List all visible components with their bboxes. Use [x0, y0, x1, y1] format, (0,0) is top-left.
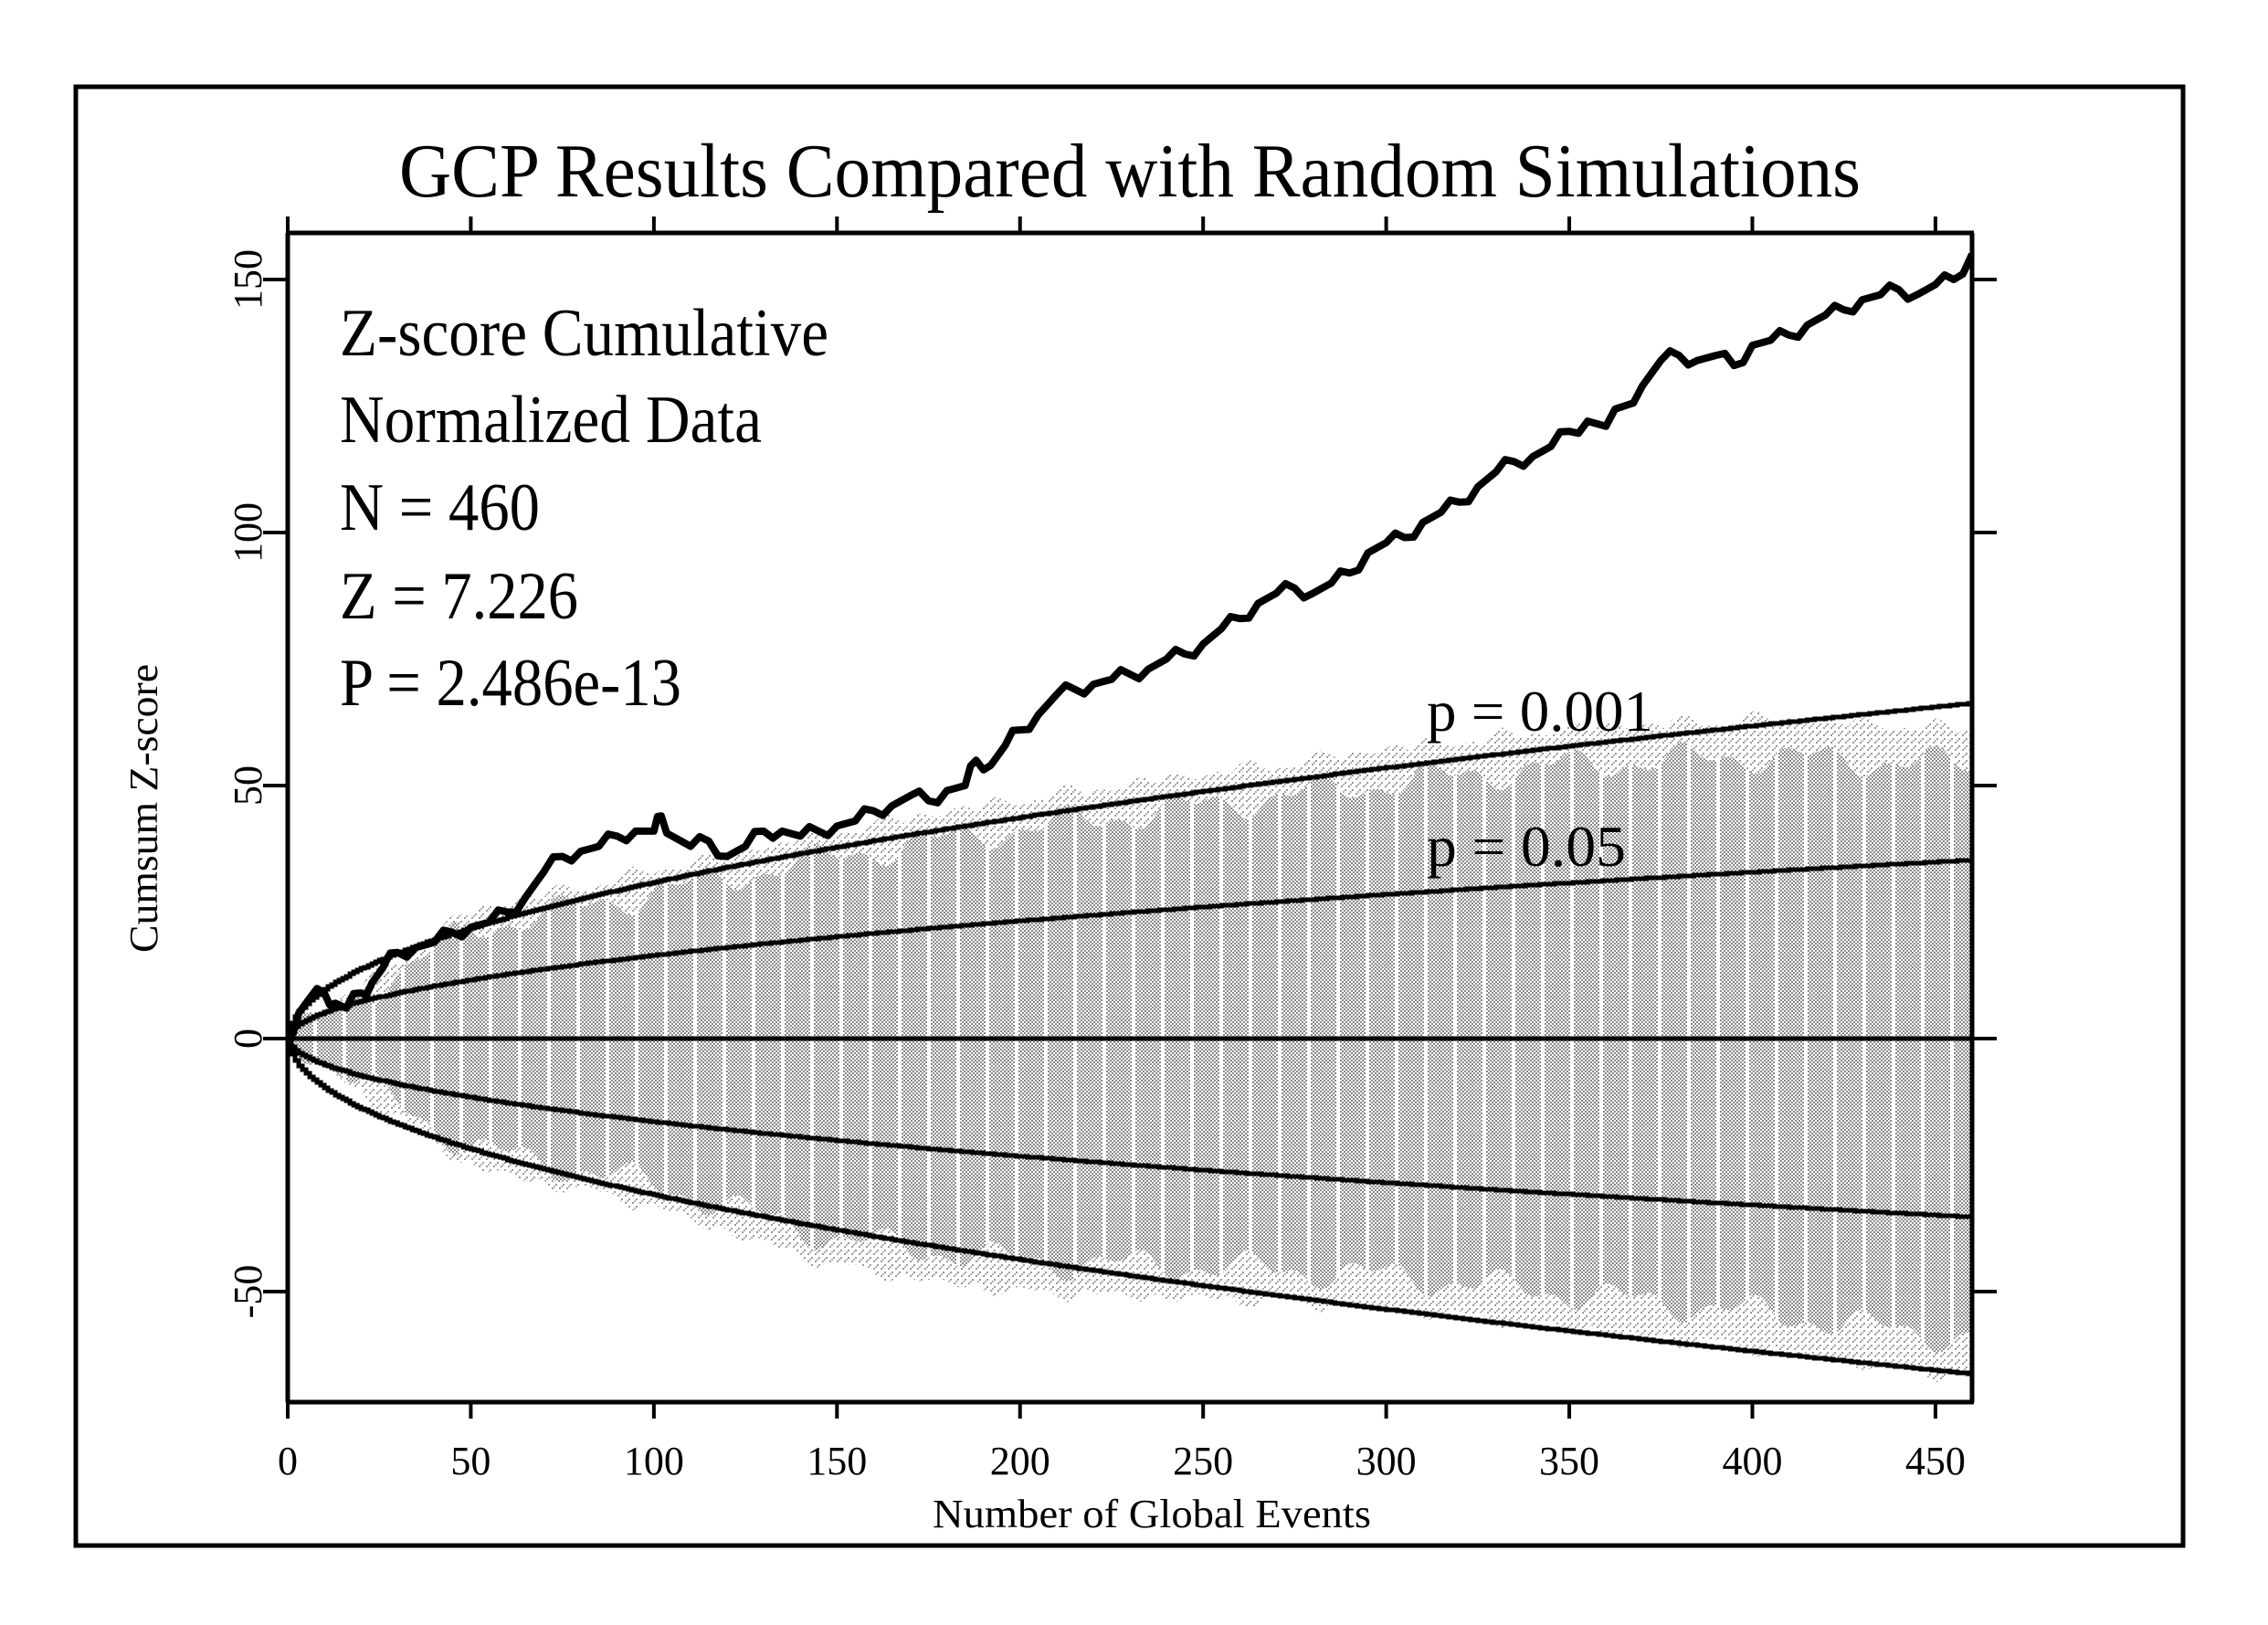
gcp-cumulative-line — [288, 252, 1972, 1041]
x-tick-label: 400 — [1722, 1439, 1782, 1483]
x-tick-label: 50 — [450, 1439, 491, 1483]
plot-box — [285, 230, 1975, 1405]
p05-lower-envelope — [288, 1036, 1972, 1219]
x-tick-label: 0 — [278, 1439, 298, 1483]
y-tick-label: 50 — [226, 765, 270, 806]
axis-ticks — [263, 216, 1997, 1419]
y-tick-label: -50 — [226, 1265, 270, 1319]
simulation-band — [288, 711, 1972, 1383]
x-tick-label: 100 — [624, 1439, 684, 1483]
tick-labels: 0 50 100 150 200 250 300 350 400 450 -50 0 50 100 150 — [226, 249, 1966, 1483]
x-tick-label: 200 — [990, 1439, 1050, 1483]
x-axis-label: Number of Global Events — [933, 1492, 1371, 1536]
y-tick-label: 150 — [226, 249, 270, 310]
chart-title: GCP Results Compared with Random Simulat… — [399, 129, 1861, 214]
x-tick-label: 150 — [807, 1439, 867, 1483]
p001-lower-envelope — [288, 1036, 1972, 1377]
stats-line-z: Z = 7.226 — [340, 559, 578, 634]
stats-line-normalized: Normalized Data — [340, 383, 762, 458]
p05-upper-envelope — [288, 858, 1972, 1041]
y-axis-label: Cumsum Z-score — [121, 664, 166, 953]
x-tick-label: 450 — [1905, 1439, 1966, 1483]
x-tick-label: 300 — [1356, 1439, 1417, 1483]
figure-frame — [73, 84, 2186, 1548]
p001-label: p = 0.001 — [1427, 679, 1653, 744]
p05-label: p = 0.05 — [1427, 814, 1626, 879]
stats-line-p: P = 2.486e-13 — [340, 646, 681, 721]
stats-line-title: Z-score Cumulative — [340, 296, 828, 371]
x-tick-label: 250 — [1173, 1439, 1233, 1483]
y-tick-label: 100 — [226, 502, 270, 563]
stats-annotation: Z-score Cumulative Normalized Data N = 4… — [340, 296, 828, 721]
x-tick-label: 350 — [1539, 1439, 1599, 1483]
y-tick-label: 0 — [226, 1029, 270, 1049]
simulation-core — [288, 742, 1972, 1354]
stats-line-n: N = 460 — [340, 470, 540, 545]
